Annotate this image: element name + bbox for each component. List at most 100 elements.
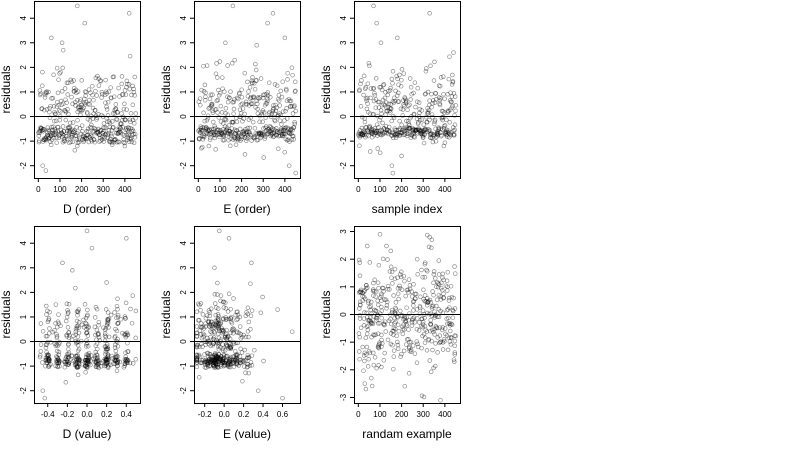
- scatter-point: [59, 134, 65, 140]
- scatter-point: [205, 359, 210, 365]
- scatter-point: [451, 357, 457, 362]
- scatter-point: [103, 351, 108, 357]
- scatter-point: [421, 128, 426, 134]
- scatter-point: [405, 107, 410, 113]
- scatter-point: [201, 357, 206, 363]
- scatter-point: [377, 85, 382, 90]
- scatter-point: [220, 357, 226, 363]
- scatter-point: [435, 129, 440, 134]
- scatter-point: [370, 130, 375, 135]
- scatter-point: [81, 138, 87, 143]
- scatter-point: [372, 355, 378, 360]
- scatter-point: [123, 332, 128, 338]
- scatter-point: [69, 353, 74, 359]
- scatter-point: [220, 75, 225, 80]
- scatter-point: [392, 321, 397, 326]
- scatter-point: [86, 356, 91, 361]
- scatter-point: [56, 349, 62, 355]
- scatter-point: [261, 155, 266, 160]
- scatter-point: [427, 11, 432, 16]
- scatter-point: [434, 303, 439, 309]
- scatter-point: [255, 101, 260, 107]
- scatter-point: [230, 3, 236, 9]
- scatter-point: [215, 354, 220, 360]
- scatter-point: [399, 269, 404, 275]
- scatter-point: [83, 315, 89, 321]
- scatter-point: [77, 126, 83, 131]
- scatter-point: [451, 295, 456, 301]
- scatter-point: [283, 136, 289, 142]
- scatter-point: [113, 137, 118, 142]
- scatter-point: [49, 96, 54, 101]
- scatter-point: [208, 357, 214, 363]
- scatter-point: [226, 357, 232, 362]
- scatter-point: [47, 357, 52, 362]
- scatter-point: [252, 86, 258, 92]
- scatter-point: [404, 125, 409, 130]
- scatter-point: [54, 334, 60, 339]
- scatter-point: [211, 360, 216, 366]
- scatter-point: [75, 140, 81, 146]
- y-tick-label: 4: [19, 240, 28, 245]
- scatter-point: [388, 331, 394, 336]
- scatter-point: [400, 324, 405, 329]
- scatter-point: [422, 293, 428, 298]
- scatter-point: [220, 121, 226, 126]
- scatter-point: [387, 287, 392, 292]
- scatter-point: [361, 316, 367, 321]
- scatter-point: [60, 124, 66, 129]
- scatter-point: [133, 335, 138, 341]
- scatter-point: [385, 92, 390, 98]
- scatter-point: [433, 90, 438, 96]
- y-tick-label: 3: [179, 40, 188, 45]
- scatter-point: [252, 125, 258, 131]
- scatter-point: [118, 126, 123, 131]
- scatter-point: [418, 129, 423, 134]
- scatter-point: [452, 113, 457, 118]
- scatter-point: [284, 106, 289, 111]
- scatter-point: [205, 354, 211, 360]
- scatter-point: [386, 101, 392, 107]
- scatter-point: [70, 127, 75, 133]
- scatter-point: [440, 275, 445, 280]
- scatter-point: [216, 357, 222, 363]
- scatter-point: [281, 126, 287, 131]
- scatter-point: [220, 330, 225, 336]
- scatter-point: [110, 119, 115, 124]
- scatter-point: [216, 87, 221, 93]
- scatter-point: [56, 358, 62, 364]
- scatter-point: [53, 118, 59, 124]
- scatter-point: [87, 135, 93, 140]
- scatter-point: [46, 89, 51, 95]
- scatter-point: [357, 87, 362, 93]
- scatter-point: [266, 111, 272, 116]
- scatter-point: [55, 124, 61, 130]
- scatter-point: [231, 327, 237, 332]
- scatter-point: [250, 95, 256, 101]
- scatter-point: [234, 329, 240, 334]
- scatter-point: [96, 359, 101, 364]
- scatter-point: [85, 352, 91, 357]
- scatter-point: [411, 298, 417, 304]
- scatter-point: [376, 285, 381, 291]
- scatter-point: [249, 260, 254, 266]
- scatter-point: [276, 146, 281, 152]
- scatter-point: [427, 234, 432, 240]
- scatter-point: [115, 363, 120, 368]
- scatter-point: [95, 358, 100, 363]
- scatter-point: [207, 313, 213, 319]
- scatter-point: [130, 102, 136, 108]
- scatter-point: [211, 363, 217, 369]
- scatter-point: [421, 297, 426, 302]
- scatter-point: [235, 135, 240, 140]
- scatter-point: [123, 331, 128, 337]
- x-tick-label: 0: [356, 410, 361, 419]
- scatter-point: [410, 126, 416, 132]
- scatter-point: [73, 99, 78, 105]
- scatter-point: [128, 125, 133, 131]
- scatter-point: [367, 149, 373, 154]
- scatter-point: [84, 133, 90, 138]
- scatter-point: [88, 137, 94, 142]
- scatter-point: [443, 283, 449, 288]
- scatter-point: [245, 94, 251, 99]
